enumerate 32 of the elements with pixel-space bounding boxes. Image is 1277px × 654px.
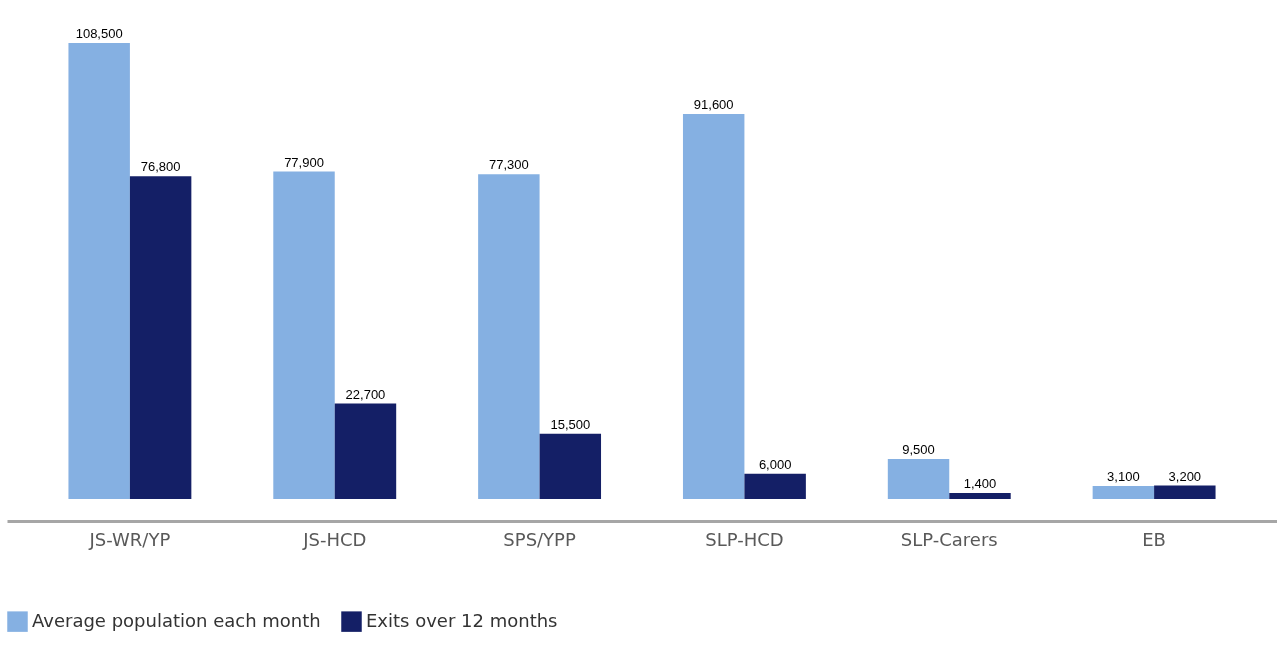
bar xyxy=(539,433,602,499)
bar xyxy=(68,43,130,499)
data-label: 108,500 xyxy=(75,26,123,41)
data-label: 6,000 xyxy=(758,456,792,472)
x-tick-label: EB xyxy=(1142,528,1166,550)
data-label: 77,300 xyxy=(488,157,529,173)
bar xyxy=(887,459,950,499)
bar xyxy=(129,176,192,499)
x-tick-label: SLP-Carers xyxy=(900,528,998,550)
legend-label: Average population each month xyxy=(32,609,321,631)
bar xyxy=(1092,485,1155,499)
data-label: 3,200 xyxy=(1168,468,1202,484)
data-label: 1,400 xyxy=(963,476,997,492)
x-tick-label: JS-HCD xyxy=(302,528,367,550)
bar xyxy=(478,174,540,499)
bar xyxy=(949,493,1011,499)
x-tick-label: SPS/YPP xyxy=(503,528,576,550)
data-label: 77,900 xyxy=(284,154,324,170)
x-tick-label: JS-WR/YP xyxy=(88,528,171,550)
bar xyxy=(744,473,806,499)
data-label: 3,100 xyxy=(1107,468,1140,484)
bar xyxy=(334,403,397,499)
data-label: 76,800 xyxy=(140,159,181,175)
bar xyxy=(1154,485,1216,499)
data-label: 91,600 xyxy=(693,97,734,113)
x-tick-label: SLP-HCD xyxy=(705,528,784,550)
bar xyxy=(682,114,745,499)
data-label: 15,500 xyxy=(550,416,591,432)
data-label: 22,700 xyxy=(345,386,386,402)
data-label: 9,500 xyxy=(902,442,935,458)
legend-label: Exits over 12 months xyxy=(366,609,558,631)
bar xyxy=(273,171,335,499)
